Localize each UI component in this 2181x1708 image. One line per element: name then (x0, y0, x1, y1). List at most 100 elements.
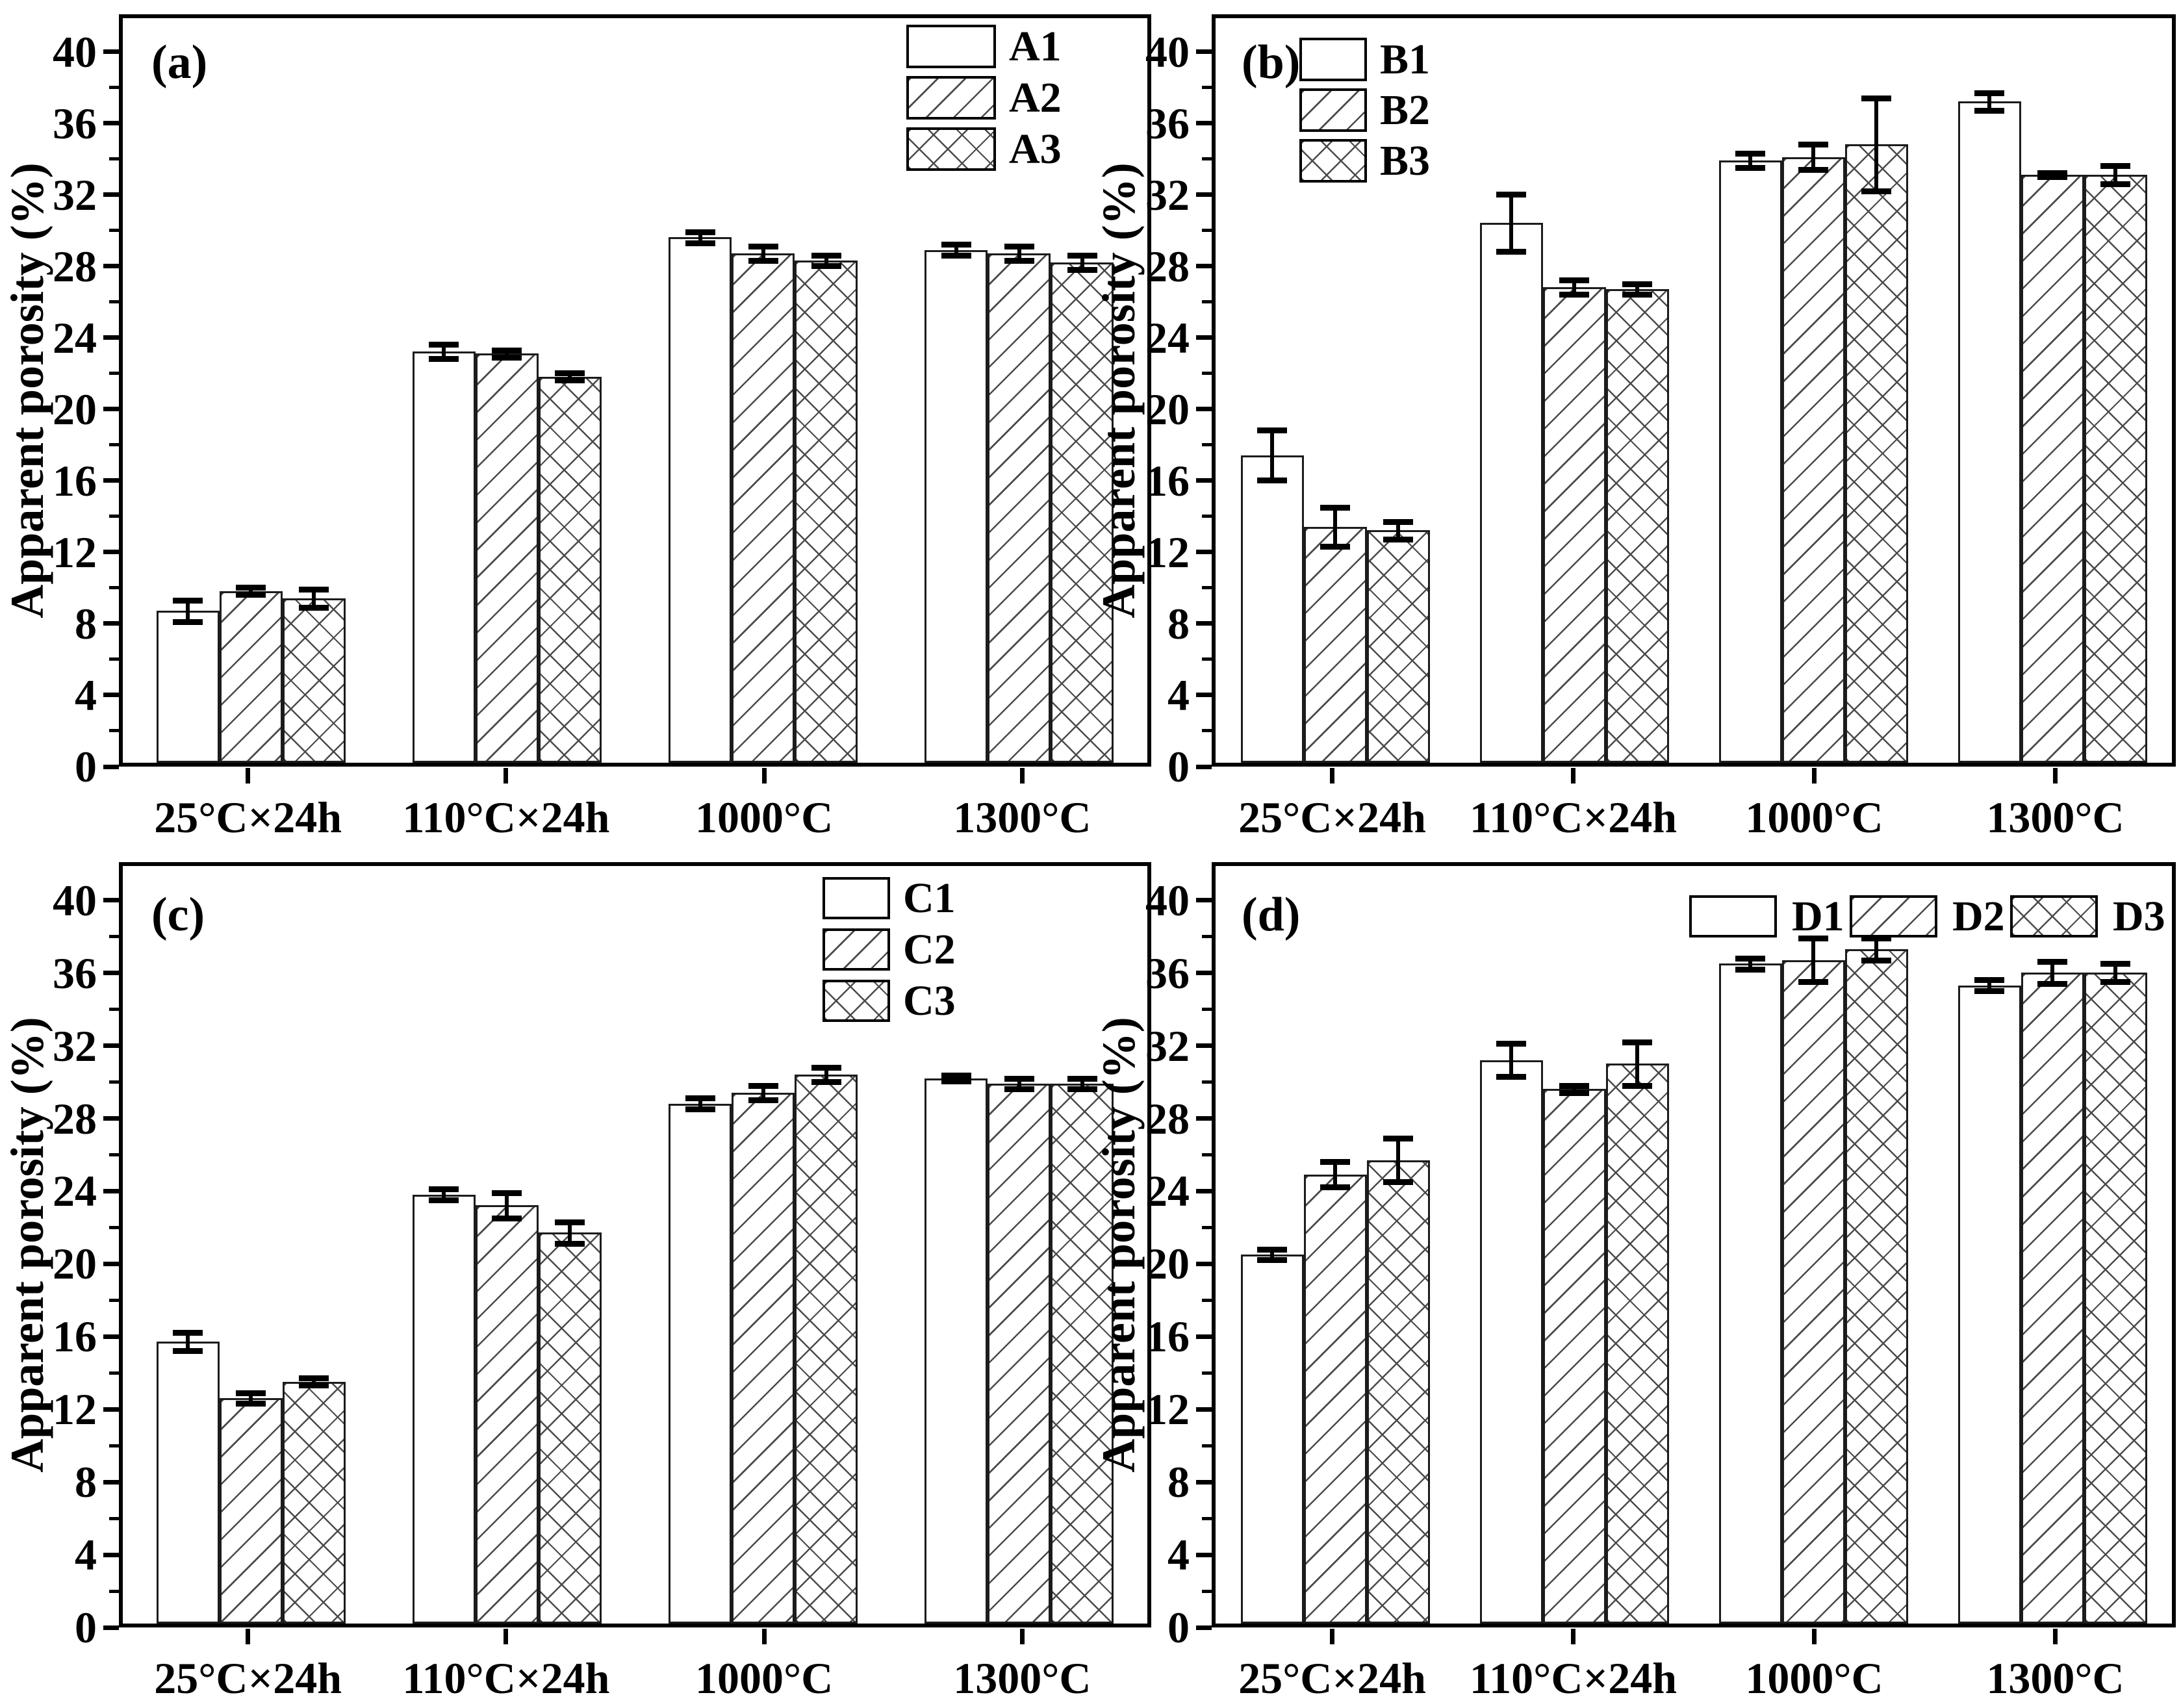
bar-D1-0 (1240, 1255, 1304, 1624)
bar-C1-0 (156, 1342, 220, 1624)
legend-label-D1: D1 (1792, 892, 1844, 940)
x-tick (1812, 768, 1817, 784)
y-major-tick (103, 121, 119, 126)
error-cap-bottom (555, 377, 585, 384)
error-bar-D1-2 (1748, 958, 1752, 969)
y-tick-label: 4 (75, 670, 97, 720)
error-cap-bottom (811, 1079, 841, 1086)
error-cap-bottom (1735, 966, 1765, 973)
bar-B1-3 (1958, 101, 2021, 763)
error-bar-B3-3 (2113, 166, 2117, 184)
error-cap-top (173, 597, 203, 604)
error-bar-B3-1 (1635, 283, 1639, 295)
legend-label-C2: C2 (903, 925, 956, 973)
error-bar-A1-1 (442, 344, 446, 359)
y-minor-tick (1202, 1371, 1212, 1375)
error-bar-A1-0 (186, 600, 190, 622)
y-minor-tick (109, 1516, 119, 1520)
error-cap-top (2100, 163, 2130, 170)
error-cap-top (1974, 977, 2004, 984)
error-bar-B1-1 (1509, 194, 1513, 252)
error-cap-bottom (748, 1097, 778, 1104)
x-tick-label: 110°C×24h (1469, 793, 1677, 842)
legend-swatch-C1 (823, 877, 890, 919)
bar-D1-3 (1958, 985, 2021, 1624)
plot-area-c: (c) (119, 862, 1151, 1627)
error-cap-bottom (1257, 478, 1287, 484)
error-bar-C3-3 (1080, 1078, 1084, 1090)
y-minor-tick (109, 657, 119, 661)
y-minor-tick (1202, 372, 1212, 376)
error-bar-C1-1 (442, 1189, 446, 1201)
y-major-tick (1196, 1407, 1212, 1412)
bar-C1-1 (412, 1194, 476, 1624)
error-cap-bottom (1974, 108, 2004, 114)
error-bar-A1-3 (954, 244, 958, 255)
error-cap-bottom (1798, 979, 1828, 986)
error-bar-B2-1 (1572, 280, 1576, 295)
bar-A1-3 (925, 249, 988, 763)
y-minor-tick (1202, 1589, 1212, 1593)
bar-A3-0 (282, 598, 346, 763)
y-minor-tick (109, 1444, 119, 1447)
x-tick-label: 25°C×24h (154, 1653, 342, 1703)
y-tick-label: 28 (1145, 241, 1190, 291)
bar-D2-0 (1303, 1174, 1367, 1624)
bar-A1-2 (669, 237, 732, 763)
x-tick (504, 768, 509, 784)
y-major-tick (1196, 1479, 1212, 1485)
error-bar-A2-1 (505, 350, 509, 357)
y-major-tick (1196, 1261, 1212, 1266)
y-major-tick (103, 764, 119, 769)
y-tick-label: 0 (1167, 742, 1190, 791)
error-cap-top (236, 585, 266, 591)
error-bar-B1-2 (1748, 153, 1752, 168)
y-minor-tick (1202, 1008, 1212, 1012)
error-bar-D3-0 (1396, 1138, 1400, 1182)
y-major-tick (103, 335, 119, 340)
error-cap-bottom (1559, 292, 1589, 298)
y-major-tick (103, 1188, 119, 1193)
error-bar-B3-0 (1396, 521, 1400, 540)
error-cap-bottom (492, 1216, 522, 1222)
y-major-tick (1196, 264, 1212, 269)
legend-label-B2: B2 (1380, 86, 1431, 134)
y-tick-label: 32 (1145, 1021, 1190, 1071)
y-tick-label: 0 (1167, 1603, 1190, 1652)
y-tick-label: 36 (1145, 948, 1190, 998)
error-cap-bottom (1861, 188, 1891, 194)
bar-B2-0 (1303, 526, 1367, 763)
y-tick-label: 24 (1145, 312, 1190, 363)
y-minor-tick (109, 1225, 119, 1229)
y-tick-label: 8 (1167, 598, 1190, 648)
error-cap-bottom (2037, 981, 2067, 988)
error-cap-bottom (1383, 1179, 1413, 1186)
y-minor-tick (109, 300, 119, 304)
bar-D3-1 (1605, 1064, 1669, 1624)
error-bar-D3-1 (1635, 1041, 1639, 1086)
error-cap-top (1067, 252, 1097, 259)
x-tick (1019, 768, 1025, 784)
y-minor-tick (1202, 86, 1212, 90)
error-cap-bottom (1496, 249, 1526, 255)
y-tick-label: 36 (53, 948, 97, 998)
error-cap-top (1004, 1075, 1034, 1082)
y-tick-label: 4 (75, 1530, 97, 1580)
error-bar-D1-3 (1987, 980, 1991, 991)
bar-D2-2 (1781, 960, 1845, 1624)
error-cap-top (685, 1095, 715, 1102)
legend-swatch-D3 (2010, 895, 2098, 937)
bar-A3-3 (1051, 262, 1114, 763)
error-cap-bottom (1257, 1257, 1287, 1264)
y-minor-tick (109, 1589, 119, 1593)
error-cap-top (685, 229, 715, 236)
error-cap-top (1496, 192, 1526, 198)
bar-A2-0 (219, 591, 283, 763)
y-minor-tick (1202, 1153, 1212, 1156)
y-axis-title: Apparent porosity (%) (1093, 1017, 1145, 1473)
y-axis-title: Apparent porosity (%) (1093, 162, 1145, 618)
y-tick-label: 40 (53, 27, 97, 77)
bar-C2-1 (475, 1205, 539, 1624)
error-bar-D1-1 (1509, 1043, 1513, 1077)
y-tick-label: 28 (53, 1093, 97, 1143)
